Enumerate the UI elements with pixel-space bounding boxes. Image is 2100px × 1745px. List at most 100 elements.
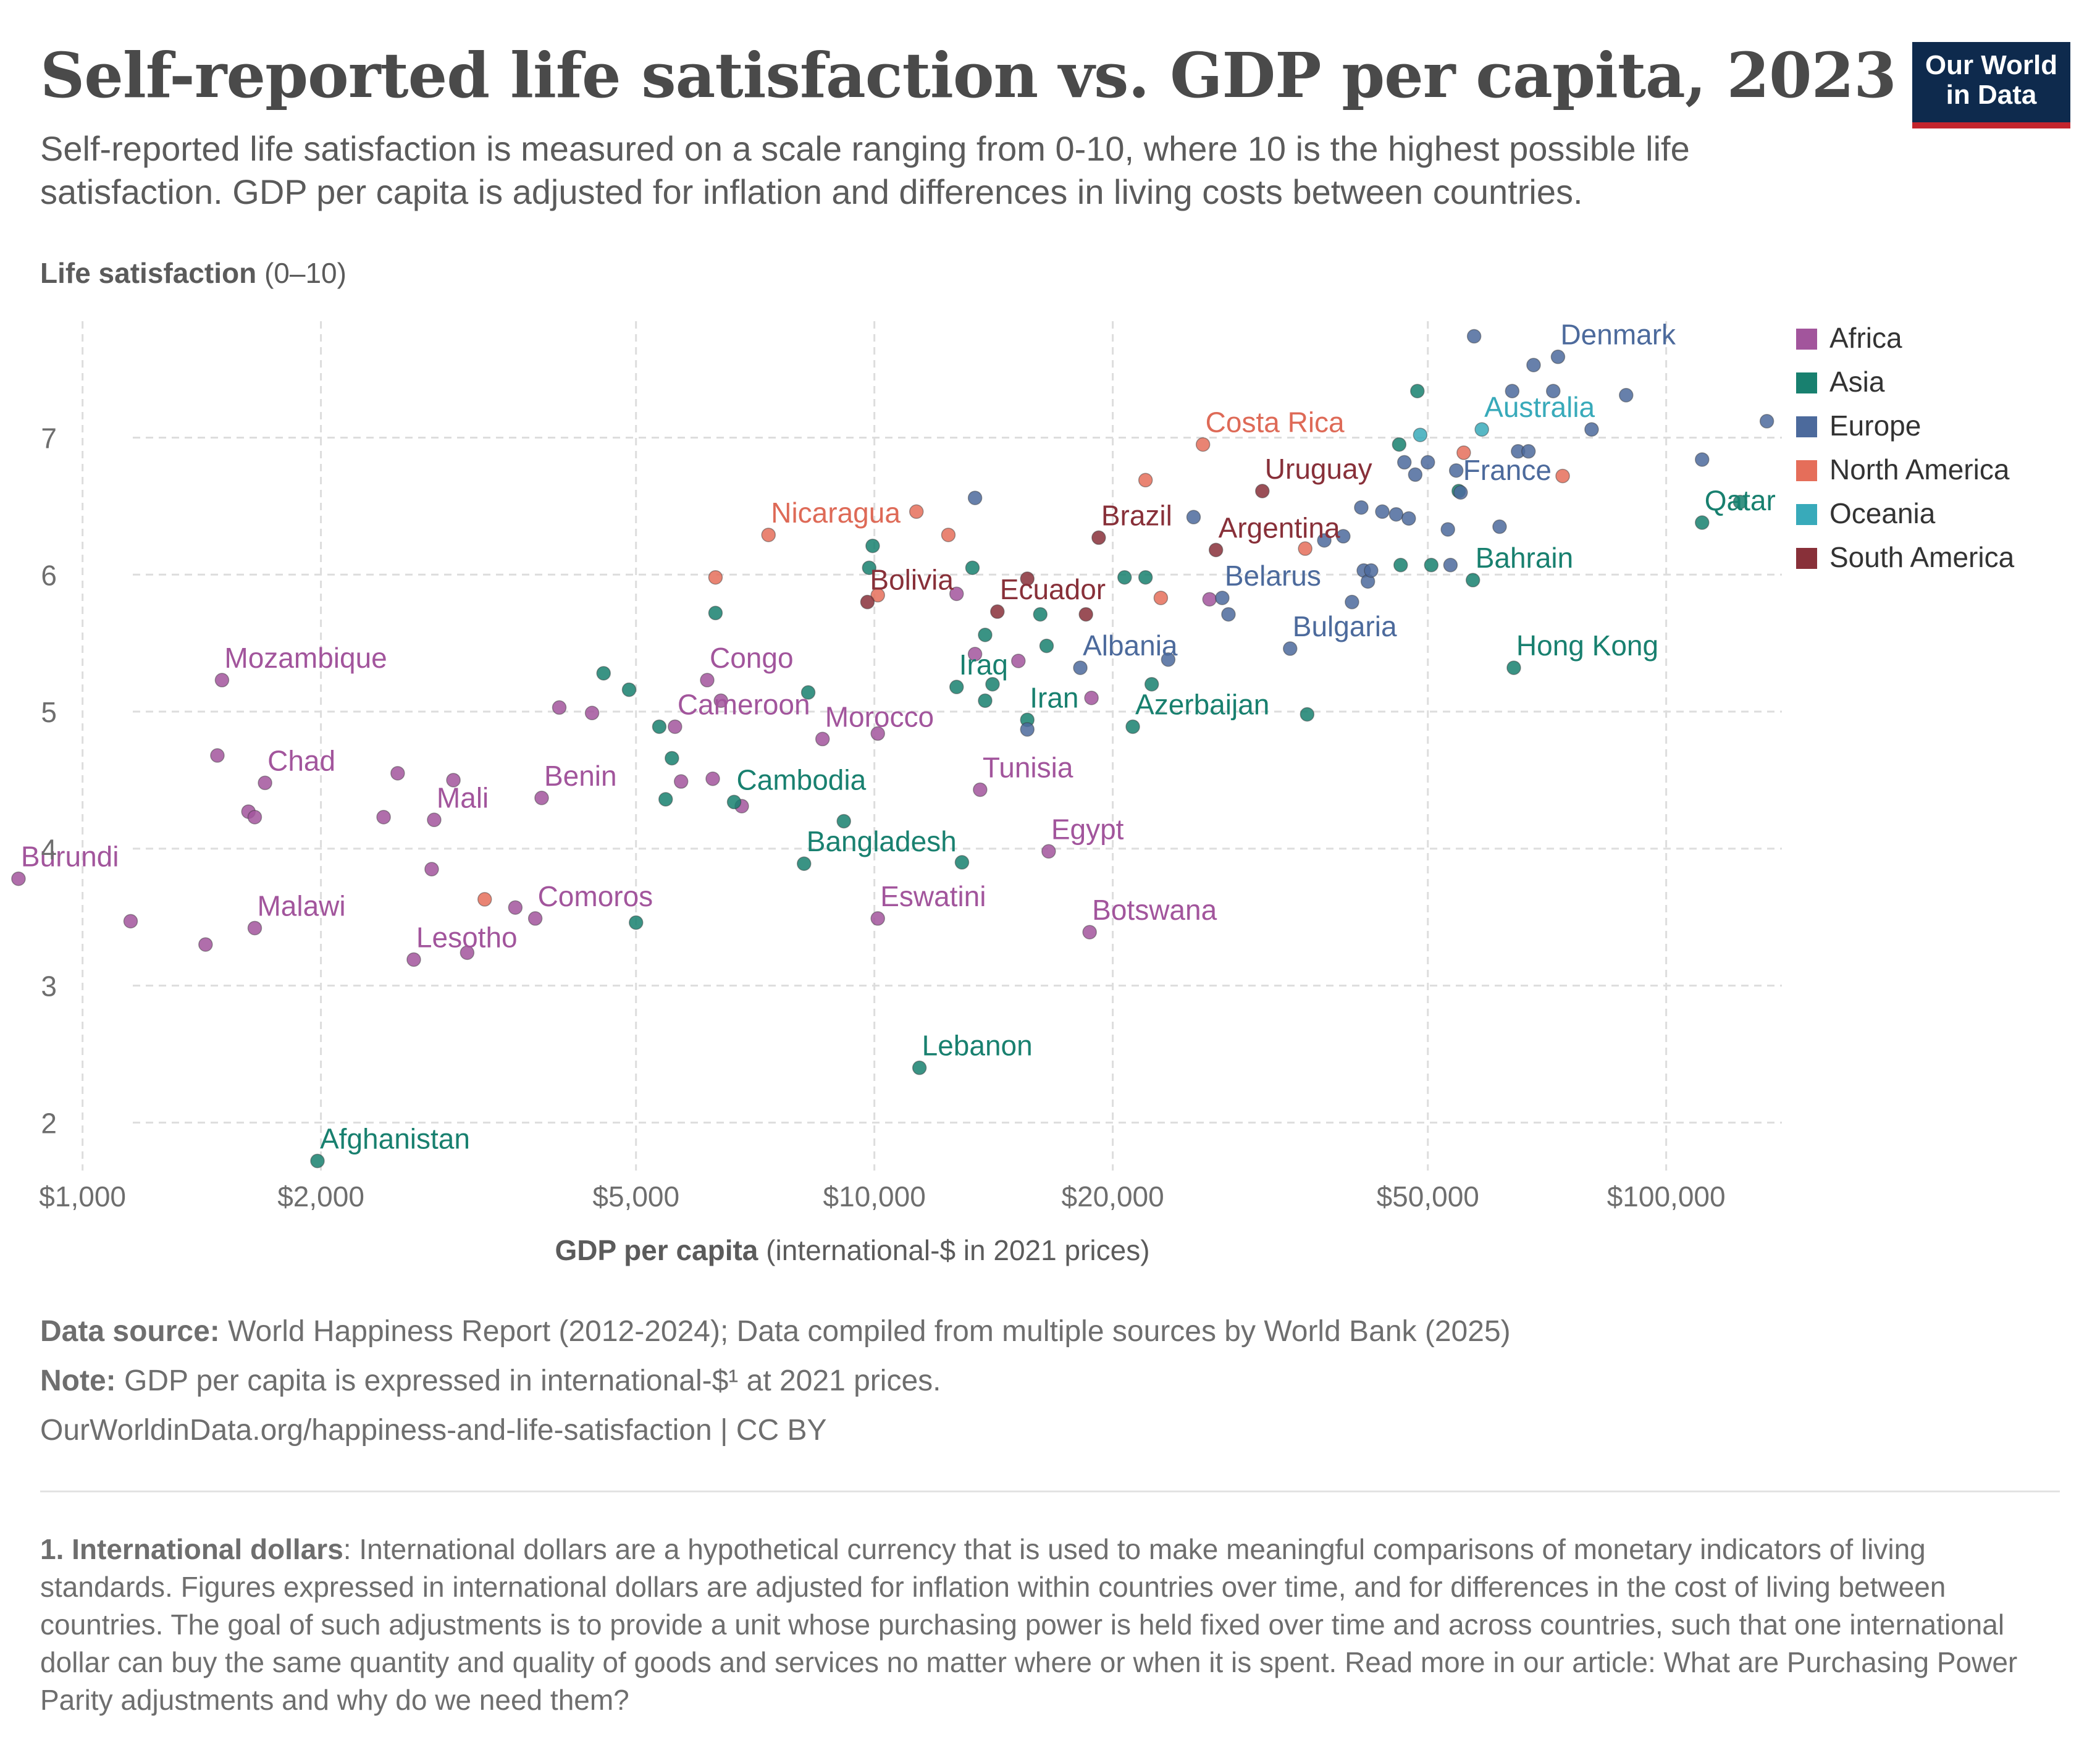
- data-point: [990, 604, 1005, 619]
- data-point: [1317, 533, 1332, 548]
- note-text: GDP per capita is expressed in internati…: [116, 1364, 941, 1397]
- point-label: Ecuador: [1000, 573, 1106, 605]
- data-point: [967, 647, 983, 662]
- owid-logo[interactable]: Our World in Data: [1912, 42, 2070, 128]
- data-point: [552, 700, 567, 715]
- data-point: [1408, 467, 1423, 482]
- data-point: [726, 794, 742, 810]
- point-label: Azerbaijan: [1135, 688, 1269, 720]
- data-point: [596, 666, 611, 681]
- x-axis-label-unit: (international-$ in 2021 prices): [758, 1234, 1149, 1266]
- point-label: Qatar: [1705, 484, 1776, 516]
- data-point: [1073, 660, 1088, 675]
- data-point: [1091, 530, 1106, 545]
- legend-swatch: [1796, 416, 1817, 437]
- data-point: [310, 1153, 325, 1169]
- data-point: [870, 911, 885, 926]
- data-point: [870, 587, 885, 603]
- point-label: Bulgaria: [1293, 610, 1397, 642]
- data-point: [705, 771, 720, 786]
- y-axis-label-bold: Life satisfaction: [40, 257, 256, 289]
- data-source-line: Data source: World Happiness Report (201…: [40, 1314, 1511, 1348]
- footnote-text: : International dollars are a hypothetic…: [40, 1533, 2018, 1716]
- data-point: [941, 528, 956, 542]
- data-point: [1041, 844, 1056, 859]
- legend-label: North America: [1829, 453, 2010, 486]
- note-label: Note:: [40, 1364, 116, 1397]
- data-point: [123, 914, 138, 929]
- y-tick-label: 3: [41, 970, 57, 1003]
- data-point: [1424, 558, 1439, 573]
- y-tick-label: 6: [41, 559, 57, 591]
- data-point: [1300, 707, 1315, 722]
- data-point: [1474, 422, 1489, 437]
- y-tick-label: 2: [41, 1107, 57, 1139]
- data-point: [708, 570, 723, 585]
- data-point: [1401, 511, 1416, 526]
- data-point: [708, 605, 723, 621]
- data-point: [1011, 654, 1026, 668]
- data-point: [1084, 691, 1099, 705]
- legend-label: Asia: [1829, 366, 1885, 398]
- data-point: [761, 528, 776, 542]
- point-label: Hong Kong: [1516, 629, 1658, 662]
- data-point: [1440, 522, 1455, 537]
- legend-label: Europe: [1829, 410, 1921, 442]
- legend-label: South America: [1829, 541, 2015, 573]
- data-point: [1392, 437, 1407, 452]
- data-point: [1020, 722, 1035, 737]
- data-point: [1550, 349, 1566, 364]
- point-label: Comoros: [538, 880, 653, 912]
- data-point: [909, 504, 924, 519]
- data-point: [713, 693, 728, 709]
- data-point: [376, 810, 391, 825]
- legend-swatch: [1796, 548, 1817, 569]
- data-point: [1555, 468, 1570, 484]
- point-label: Congo: [710, 642, 794, 674]
- point-label: Cameroon: [678, 688, 810, 720]
- gridlines: [82, 321, 1782, 1171]
- point-label: Bolivia: [870, 564, 954, 596]
- point-label: Malawi: [257, 889, 345, 922]
- point-label: Bangladesh: [807, 825, 957, 857]
- legend-label: Africa: [1829, 322, 1902, 354]
- data-point: [1526, 358, 1541, 372]
- data-point: [1283, 641, 1298, 656]
- data-point: [978, 628, 993, 642]
- source-url-link[interactable]: OurWorldinData.org/happiness-and-life-sa…: [40, 1414, 827, 1447]
- y-axis-label-unit: (0–10): [256, 257, 346, 289]
- data-point: [1138, 473, 1153, 488]
- data-point: [1695, 515, 1710, 530]
- data-point: [912, 1060, 927, 1075]
- data-point: [427, 812, 442, 828]
- x-tick-label: $20,000: [1061, 1180, 1164, 1213]
- point-label: Afghanistan: [320, 1122, 470, 1154]
- x-tick-label: $10,000: [823, 1180, 926, 1213]
- data-point: [1138, 570, 1153, 585]
- point-label: Lebanon: [922, 1030, 1033, 1062]
- data-point: [985, 676, 1000, 692]
- point-label: Eswatini: [880, 880, 986, 912]
- data-point: [700, 673, 715, 687]
- point-label: Cambodia: [737, 763, 867, 796]
- point-label: Iran: [1030, 681, 1078, 713]
- legend-swatch: [1796, 329, 1817, 350]
- data-point: [406, 952, 421, 967]
- data-point: [1082, 925, 1097, 940]
- point-label: Iraq: [959, 649, 1008, 681]
- data-point: [860, 594, 875, 610]
- data-point: [862, 560, 876, 575]
- data-point: [247, 920, 262, 936]
- legend-swatch: [1796, 460, 1817, 481]
- scatter-chart: Life satisfaction (0–10) Burundi Mozambiq…: [11, 257, 2015, 1266]
- data-point: [836, 814, 851, 829]
- data-point: [1465, 573, 1480, 587]
- data-point: [1396, 455, 1412, 470]
- note-line: Note: GDP per capita is expressed in int…: [40, 1364, 941, 1398]
- data-point: [652, 719, 667, 734]
- data-point: [1410, 384, 1425, 398]
- point-label: Benin: [544, 760, 617, 792]
- data-point: [1298, 541, 1312, 556]
- data-point: [658, 792, 673, 807]
- chart-title: Self-reported life satisfaction vs. GDP …: [40, 39, 1897, 112]
